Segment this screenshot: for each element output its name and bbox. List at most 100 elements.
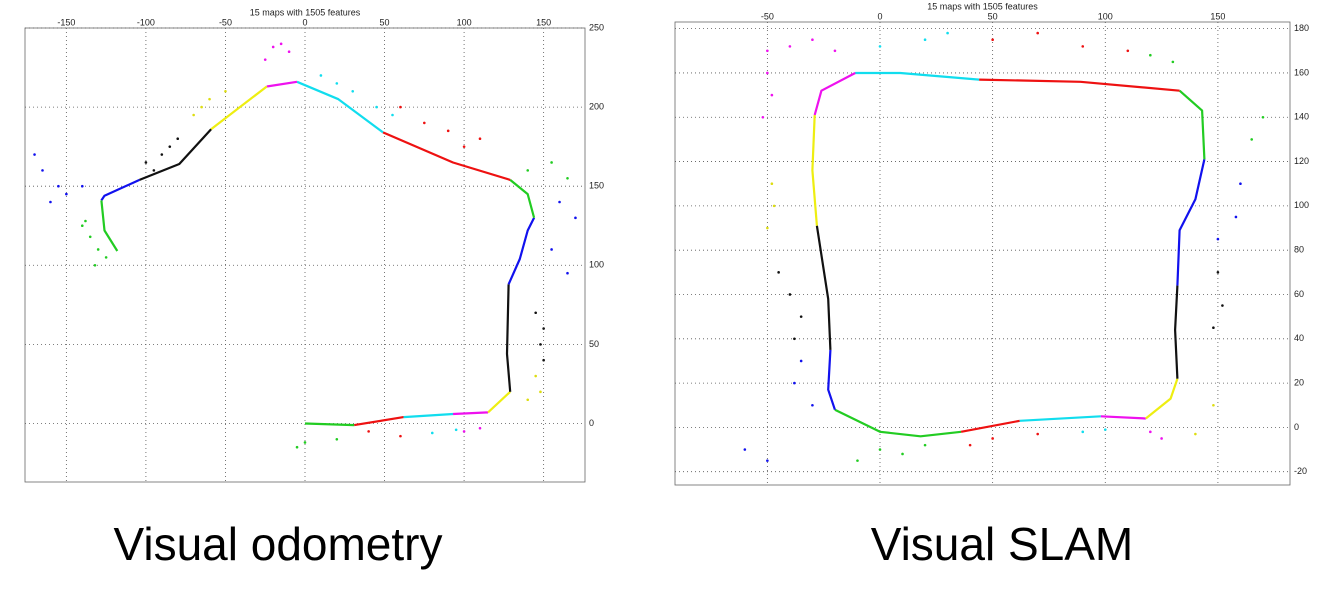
trajectory-segment [855,71,980,81]
feature-point [542,358,545,362]
feature-point [1171,60,1175,64]
feature-point [367,430,370,433]
trajectory-segment [960,419,1020,433]
feature-point [335,437,339,441]
trajectory-segment [403,412,454,419]
feature-point [176,137,180,141]
feature-point [1239,182,1242,186]
feature-point [793,381,796,385]
feature-point [526,398,530,402]
x-tick-label: 50 [988,11,998,21]
feature-point [1160,437,1163,440]
x-tick-label: 0 [877,11,882,21]
feature-point [303,441,307,444]
feature-point [430,431,434,435]
trajectory-segment [296,80,384,134]
feature-point [799,359,803,363]
feature-point [1216,237,1220,241]
feature-point [1126,49,1130,53]
feature-point [788,45,792,48]
feature-point [263,58,267,61]
feature-point [399,434,402,438]
feature-point [539,343,542,346]
trajectory-segment [304,422,355,427]
feature-point [391,113,394,117]
feature-point [878,45,882,48]
trajectory-segment [1019,415,1101,422]
x-tick-label: -50 [219,17,232,27]
x-tick-label: 0 [302,17,307,27]
trajectory-segment [1174,285,1179,379]
feature-point [766,226,769,230]
feature-point [550,248,553,251]
feature-point [772,204,776,208]
trajectory-segment [354,416,404,427]
feature-point [923,38,927,42]
feature-point [550,161,553,164]
trajectory-segment [811,114,818,226]
feature-point [1036,31,1039,35]
feature-point [319,74,323,77]
feature-point [1149,53,1152,57]
y-tick-label: 0 [589,418,594,428]
feature-point [766,459,769,462]
feature-point [88,235,92,239]
feature-point [542,327,545,330]
feature-point [41,169,44,172]
feature-point [799,315,803,318]
trajectory-segment [452,411,489,416]
feature-point [833,49,837,53]
feature-point [49,200,52,204]
y-tick-label: 20 [1294,377,1304,387]
chart-title: 15 maps with 1505 features [927,1,1038,11]
feature-point [84,219,87,223]
y-tick-label: 0 [1294,422,1299,432]
trajectory-segment [100,178,140,202]
y-tick-label: 150 [589,181,604,191]
feature-point [144,161,148,164]
x-tick-label: 100 [1098,11,1113,21]
y-tick-label: 200 [589,101,604,111]
feature-point [478,137,482,141]
feature-point [788,293,792,296]
caption: Visual SLAM [871,518,1134,570]
feature-point [208,97,211,101]
trajectory-segment [507,217,536,285]
x-tick-label: -50 [761,11,774,21]
trajectory-segment [1100,415,1146,420]
feature-point [901,452,904,456]
trajectory-segment [505,284,512,392]
feature-point [152,169,156,172]
feature-point [279,42,283,46]
feature-point [946,31,949,35]
feature-point [534,374,537,378]
trajectory-segment [509,179,536,219]
feature-point [33,153,36,156]
feature-point [534,311,537,315]
feature-point [1234,215,1238,219]
feature-point [80,224,84,228]
feature-point [991,437,994,440]
feature-point [878,448,882,451]
feature-point [766,71,769,75]
feature-point [375,105,378,109]
feature-point [462,430,466,433]
feature-point [761,115,765,119]
feature-point [57,184,60,188]
feature-point [351,89,355,93]
feature-point [271,45,275,49]
feature-point [923,443,927,447]
feature-point [566,271,569,275]
feature-point [539,390,542,394]
feature-point [770,93,774,97]
x-tick-label: 100 [457,17,472,27]
feature-point [770,182,774,186]
feature-point [777,271,780,274]
feature-point [446,129,450,133]
feature-point [1261,115,1265,119]
feature-point [423,121,426,125]
x-tick-label: 150 [536,17,551,27]
y-tick-label: 100 [1294,200,1309,210]
x-tick-label: -100 [137,17,155,27]
